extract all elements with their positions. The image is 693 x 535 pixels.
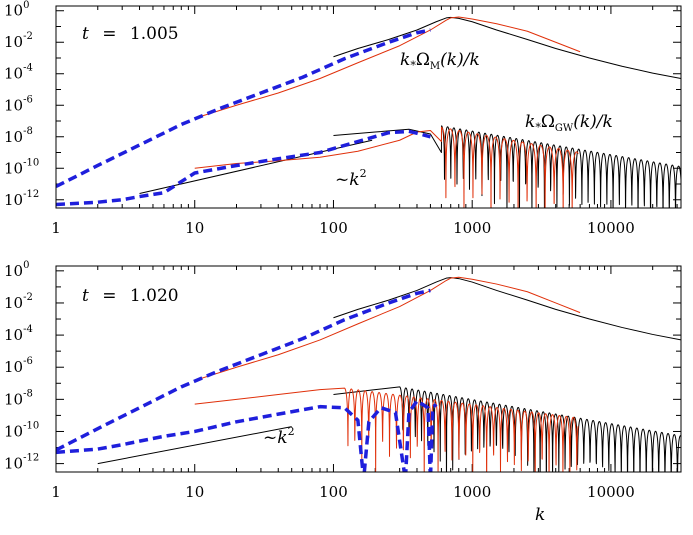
magnetic-spectrum-blue-dashed-curve — [56, 288, 431, 452]
magnetic-spectrum-black-curve — [333, 277, 681, 341]
y-tick-label: 10-2 — [4, 31, 33, 51]
gw-spectrum-black-curve — [333, 386, 681, 472]
y-tick-label: 10-8 — [4, 388, 33, 408]
gw-spectrum-red-curve — [194, 387, 579, 472]
y-tick-label: 100 — [4, 0, 29, 20]
slope-reference-line — [97, 426, 292, 465]
y-tick-label: 10-12 — [4, 189, 39, 209]
x-tick-label: 10 — [185, 483, 204, 501]
y-tick-label: 10-12 — [4, 453, 39, 473]
magnetic-spectrum-blue-dashed-curve — [56, 28, 431, 189]
x-tick-label: 1000 — [453, 483, 491, 501]
magnetic-spectrum-red-curve — [194, 16, 581, 119]
y-tick-label: 10-4 — [4, 63, 33, 83]
y-tick-label: 100 — [4, 260, 29, 280]
y-tick-label: 10-6 — [4, 356, 33, 376]
x-axis-label: k — [535, 505, 545, 525]
y-tick-label: 10-6 — [4, 94, 33, 114]
y-tick-label: 10-10 — [4, 420, 39, 440]
x-tick-label: 1 — [51, 483, 61, 501]
x-tick-label: 10 — [185, 219, 204, 237]
bottom-x-tick-labels: 1 10 100 1000 10000 — [51, 483, 635, 501]
top-panel: 100 10-2 10-4 10-6 10-8 10-10 10-12 1 10 100 1000… — [4, 0, 682, 237]
gw-spectrum-blue-dashed-curve — [56, 129, 431, 207]
magnetic-spectrum-red-curve — [194, 276, 581, 381]
x-tick-label: 1000 — [453, 219, 491, 237]
gw-spectrum-label: k*ΩGW(k)/k — [525, 112, 613, 134]
x-tick-label: 100 — [319, 219, 348, 237]
x-tick-label: 10000 — [587, 219, 635, 237]
y-tick-label: 10-4 — [4, 324, 33, 344]
top-slope-label: ~k2 — [335, 167, 367, 190]
bottom-panel: 100 10-2 10-4 10-6 10-8 10-10 10-12 1 10 100 1000… — [4, 260, 682, 525]
gw-spectrum-black-curve — [333, 125, 681, 208]
top-curves — [56, 16, 681, 208]
bottom-y-tick-labels: 100 10-2 10-4 10-6 10-8 10-10 10-12 — [4, 260, 39, 473]
y-tick-label: 10-8 — [4, 126, 33, 146]
top-time-label: t = 1.005 — [82, 24, 179, 44]
x-tick-label: 10000 — [587, 483, 635, 501]
gw-spectrum-red-curve — [194, 126, 579, 208]
magnetic-spectrum-black-curve — [333, 16, 681, 79]
bottom-plot-frame — [55, 265, 682, 473]
top-y-tick-labels: 100 10-2 10-4 10-6 10-8 10-10 10-12 — [4, 0, 39, 209]
x-tick-label: 100 — [319, 483, 348, 501]
bottom-axis-ticks — [55, 266, 681, 472]
magnetic-spectrum-label: k*ΩM(k)/k — [400, 50, 480, 72]
x-tick-label: 1 — [51, 219, 61, 237]
top-x-tick-labels: 1 10 100 1000 10000 — [51, 219, 635, 237]
y-tick-label: 10-10 — [4, 157, 39, 177]
top-axis-ticks — [55, 6, 681, 208]
gw-spectrum-blue-dashed-curve — [56, 399, 438, 472]
y-tick-label: 10-2 — [4, 292, 33, 312]
bottom-time-label: t = 1.020 — [82, 286, 179, 306]
top-plot-frame — [55, 5, 682, 209]
bottom-curves — [56, 276, 681, 472]
bottom-slope-label: ~k2 — [263, 425, 295, 448]
